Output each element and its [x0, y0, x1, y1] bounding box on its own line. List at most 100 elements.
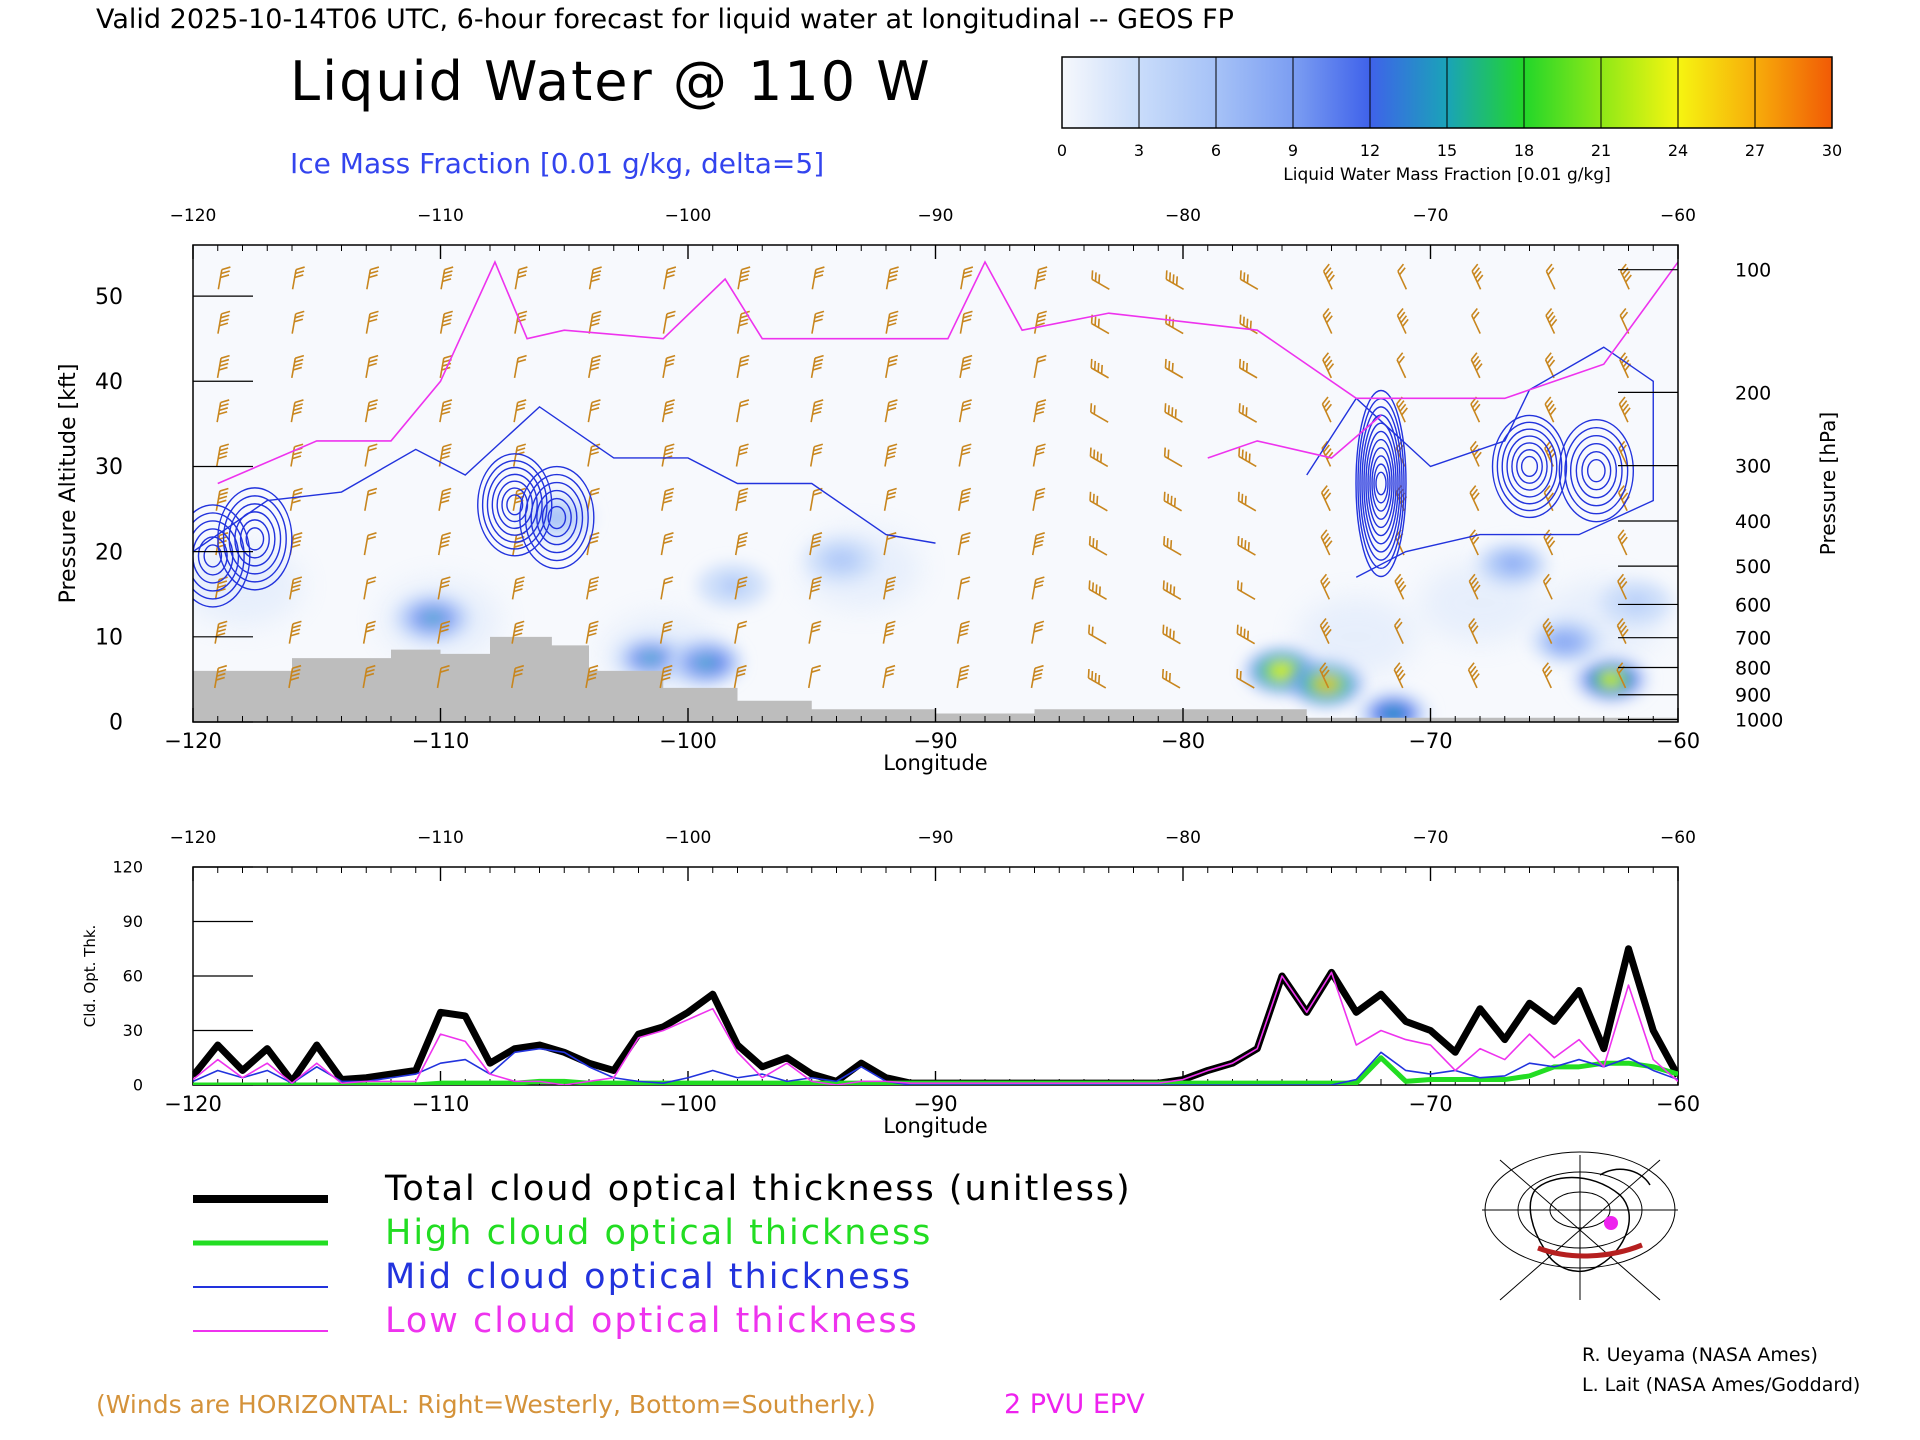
wind-barb-flag — [737, 499, 747, 504]
y-tick-label: 40 — [95, 370, 123, 395]
wind-barb-flag — [1399, 403, 1407, 412]
ice-contour-envelope — [193, 405, 936, 553]
wind-barb-flag — [1547, 628, 1555, 637]
wind-barb-flag — [514, 624, 524, 629]
wind-barb-flag — [810, 588, 820, 593]
wind-barb-flag — [665, 443, 675, 448]
wind-barb-flag — [664, 362, 674, 367]
wind-barb-flag — [291, 624, 301, 629]
wind-barb-flag — [1472, 492, 1480, 501]
wind-barb-flag — [813, 403, 823, 408]
wind-barb — [884, 399, 898, 423]
wind-barb-flag — [587, 676, 597, 681]
wind-barb-flag — [513, 672, 523, 677]
wind-barb — [586, 576, 600, 600]
wind-barb-flag — [291, 584, 301, 589]
wind-barb-flag — [1472, 311, 1480, 320]
wind-barb-flag — [1623, 407, 1631, 416]
wind-barb-flag — [1167, 405, 1170, 415]
wind-barb-flag — [1469, 665, 1477, 674]
wind-barb — [659, 620, 673, 644]
wind-barb-flag — [1088, 580, 1091, 590]
wind-barb-flag — [514, 584, 524, 589]
wind-barb-flag — [590, 403, 600, 408]
wind-barb-flag — [1469, 440, 1477, 449]
wind-barb-flag — [591, 314, 601, 319]
legend-label-high: High cloud optical thickness — [385, 1213, 932, 1253]
wind-barb-flag — [441, 410, 451, 416]
wind-barb-flag — [665, 487, 675, 492]
wind-barb-flag — [1163, 491, 1166, 501]
wind-barb — [588, 354, 602, 379]
ice-contour — [1506, 435, 1553, 498]
wind-barb-flag — [1165, 270, 1168, 280]
wind-barb-flag — [365, 628, 375, 633]
wind-barb — [660, 532, 674, 556]
wind-barb-flag — [666, 314, 676, 319]
wind-barb-flag — [1470, 621, 1477, 630]
pressure-tick-label: 300 — [1735, 456, 1771, 478]
wind-barb-flag — [588, 668, 598, 673]
wind-barb-flag — [1237, 491, 1240, 501]
wind-barb-flag — [811, 628, 821, 633]
liquid-water-haze-patch — [1543, 579, 1664, 660]
wind-barb — [364, 443, 378, 467]
wind-barb-flag — [1471, 669, 1479, 678]
wind-barb-flag — [741, 266, 751, 271]
wind-barb-flag — [1621, 628, 1629, 637]
wind-barb — [1161, 668, 1181, 689]
wind-barb-flag — [1036, 403, 1046, 408]
wind-barb — [960, 266, 974, 290]
wind-barb-flag — [220, 274, 230, 279]
wind-barb-flag — [889, 266, 899, 271]
wind-barb-flag — [1161, 668, 1165, 678]
wind-barb-flag — [441, 532, 451, 537]
wind-barb-flag — [1238, 447, 1241, 457]
wind-barb-flag — [1244, 540, 1247, 550]
wind-barb-flag — [365, 668, 375, 673]
wind-barb-flag — [587, 672, 597, 677]
wind-barb-flag — [1093, 449, 1096, 459]
colorbar-tick-label: 0 — [1057, 141, 1067, 160]
wind-barb-flag — [1544, 396, 1552, 405]
wind-barb-flag — [588, 584, 598, 589]
wind-barb-flag — [1544, 621, 1552, 630]
wind-barb-flag — [1091, 270, 1094, 280]
wind-barb-flag — [1400, 315, 1408, 324]
wind-barb — [1320, 485, 1332, 512]
wind-barb-flag — [1319, 662, 1327, 671]
wind-barb-flag — [514, 628, 524, 633]
wind-barb-flag — [1089, 491, 1092, 501]
wind-barb-flag — [738, 620, 748, 625]
wind-barb-flag — [887, 447, 897, 452]
wind-barb-flag — [217, 628, 227, 633]
wind-barb-flag — [1468, 573, 1476, 582]
wind-barb-flag — [884, 672, 894, 677]
wind-barb-flag — [1170, 540, 1173, 550]
wind-barb-flag — [1472, 673, 1480, 682]
wind-barb — [1468, 618, 1479, 644]
wind-barb-flag — [1324, 267, 1332, 276]
wind-barb — [1033, 399, 1047, 423]
wind-barb-flag — [1476, 274, 1484, 283]
legend-label-low: Low cloud optical thickness — [385, 1301, 919, 1341]
wind-barb-flag — [811, 624, 821, 629]
wind-barb-flag — [1620, 355, 1628, 364]
wind-barb-flag — [1547, 403, 1555, 412]
wind-barb-flag — [1174, 409, 1177, 419]
wind-barb-flag — [1546, 355, 1554, 364]
y-tick-label: 30 — [95, 455, 123, 480]
wind-barb-flag — [1037, 354, 1047, 359]
wind-barb-flag — [219, 318, 229, 323]
legend-label-total: Total cloud optical thickness (unitless) — [384, 1169, 1132, 1209]
wind-barb-flag — [1035, 410, 1045, 416]
wind-barb-flag — [1544, 440, 1551, 449]
wind-barb-flag — [814, 358, 824, 363]
wind-barb — [1545, 263, 1556, 290]
wind-barb — [736, 354, 750, 379]
wind-barb-flag — [1032, 676, 1042, 681]
pressure-tick-label: 100 — [1735, 260, 1771, 282]
wind-barb-flag — [1473, 403, 1481, 412]
wind-barb-flag — [666, 310, 676, 315]
wind-barb-flag — [1398, 267, 1406, 276]
